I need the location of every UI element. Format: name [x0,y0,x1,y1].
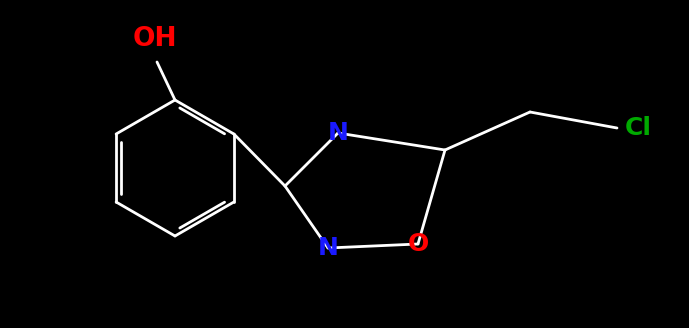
Text: N: N [318,236,338,260]
Text: OH: OH [133,26,177,52]
Text: Cl: Cl [625,116,652,140]
Text: O: O [407,232,429,256]
Text: N: N [327,121,349,145]
